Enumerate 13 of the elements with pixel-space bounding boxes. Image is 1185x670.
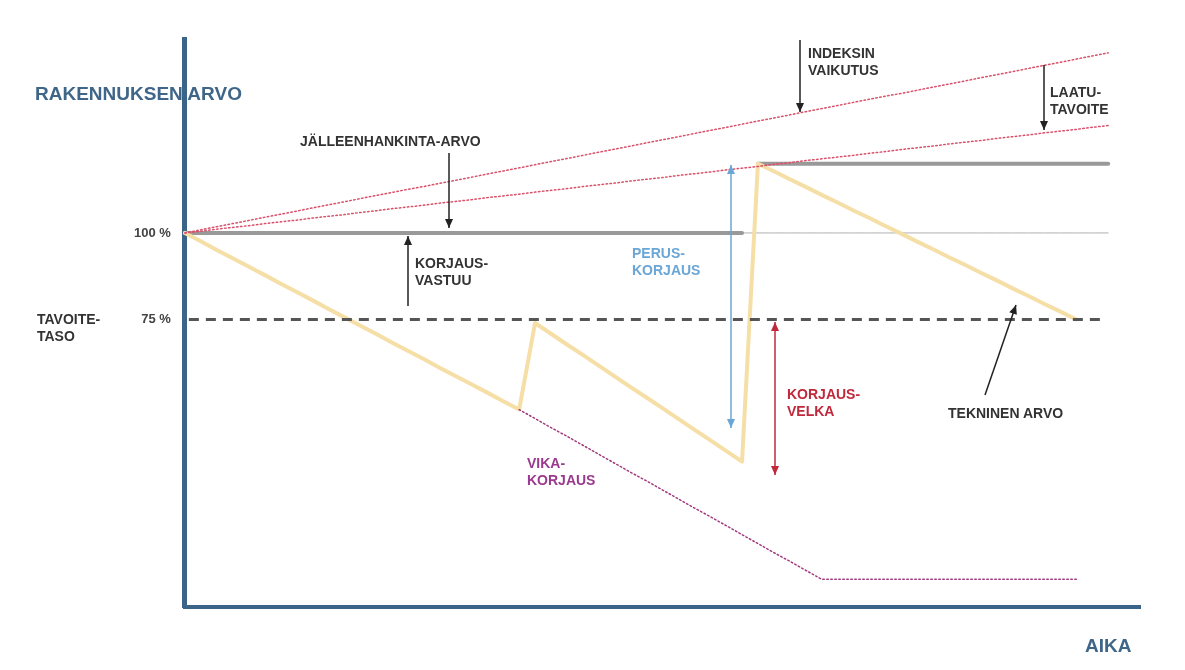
annotation: TEKNINEN ARVO bbox=[948, 405, 1065, 422]
annotation: INDEKSIN VAIKUTUS bbox=[808, 45, 880, 79]
annotation: LAATU- TAVOITE bbox=[1050, 84, 1110, 118]
annotation: JÄLLEENHANKINTA-ARVO bbox=[300, 133, 482, 150]
y-axis-title: RAKENNUKSEN ARVO bbox=[35, 83, 243, 104]
y-tick-label: 75 % bbox=[141, 311, 172, 327]
annotation: KORJAUS- VASTUU bbox=[415, 255, 490, 289]
ref-line-label: TAVOITE- TASO bbox=[37, 310, 102, 345]
y-tick-label: 100 % bbox=[133, 224, 172, 240]
annotation: VIKA- KORJAUS bbox=[527, 455, 597, 489]
x-axis-title: AIKA bbox=[1085, 635, 1133, 656]
annotation: PERUS- KORJAUS bbox=[632, 245, 702, 279]
annotation: KORJAUS- VELKA bbox=[787, 386, 862, 420]
